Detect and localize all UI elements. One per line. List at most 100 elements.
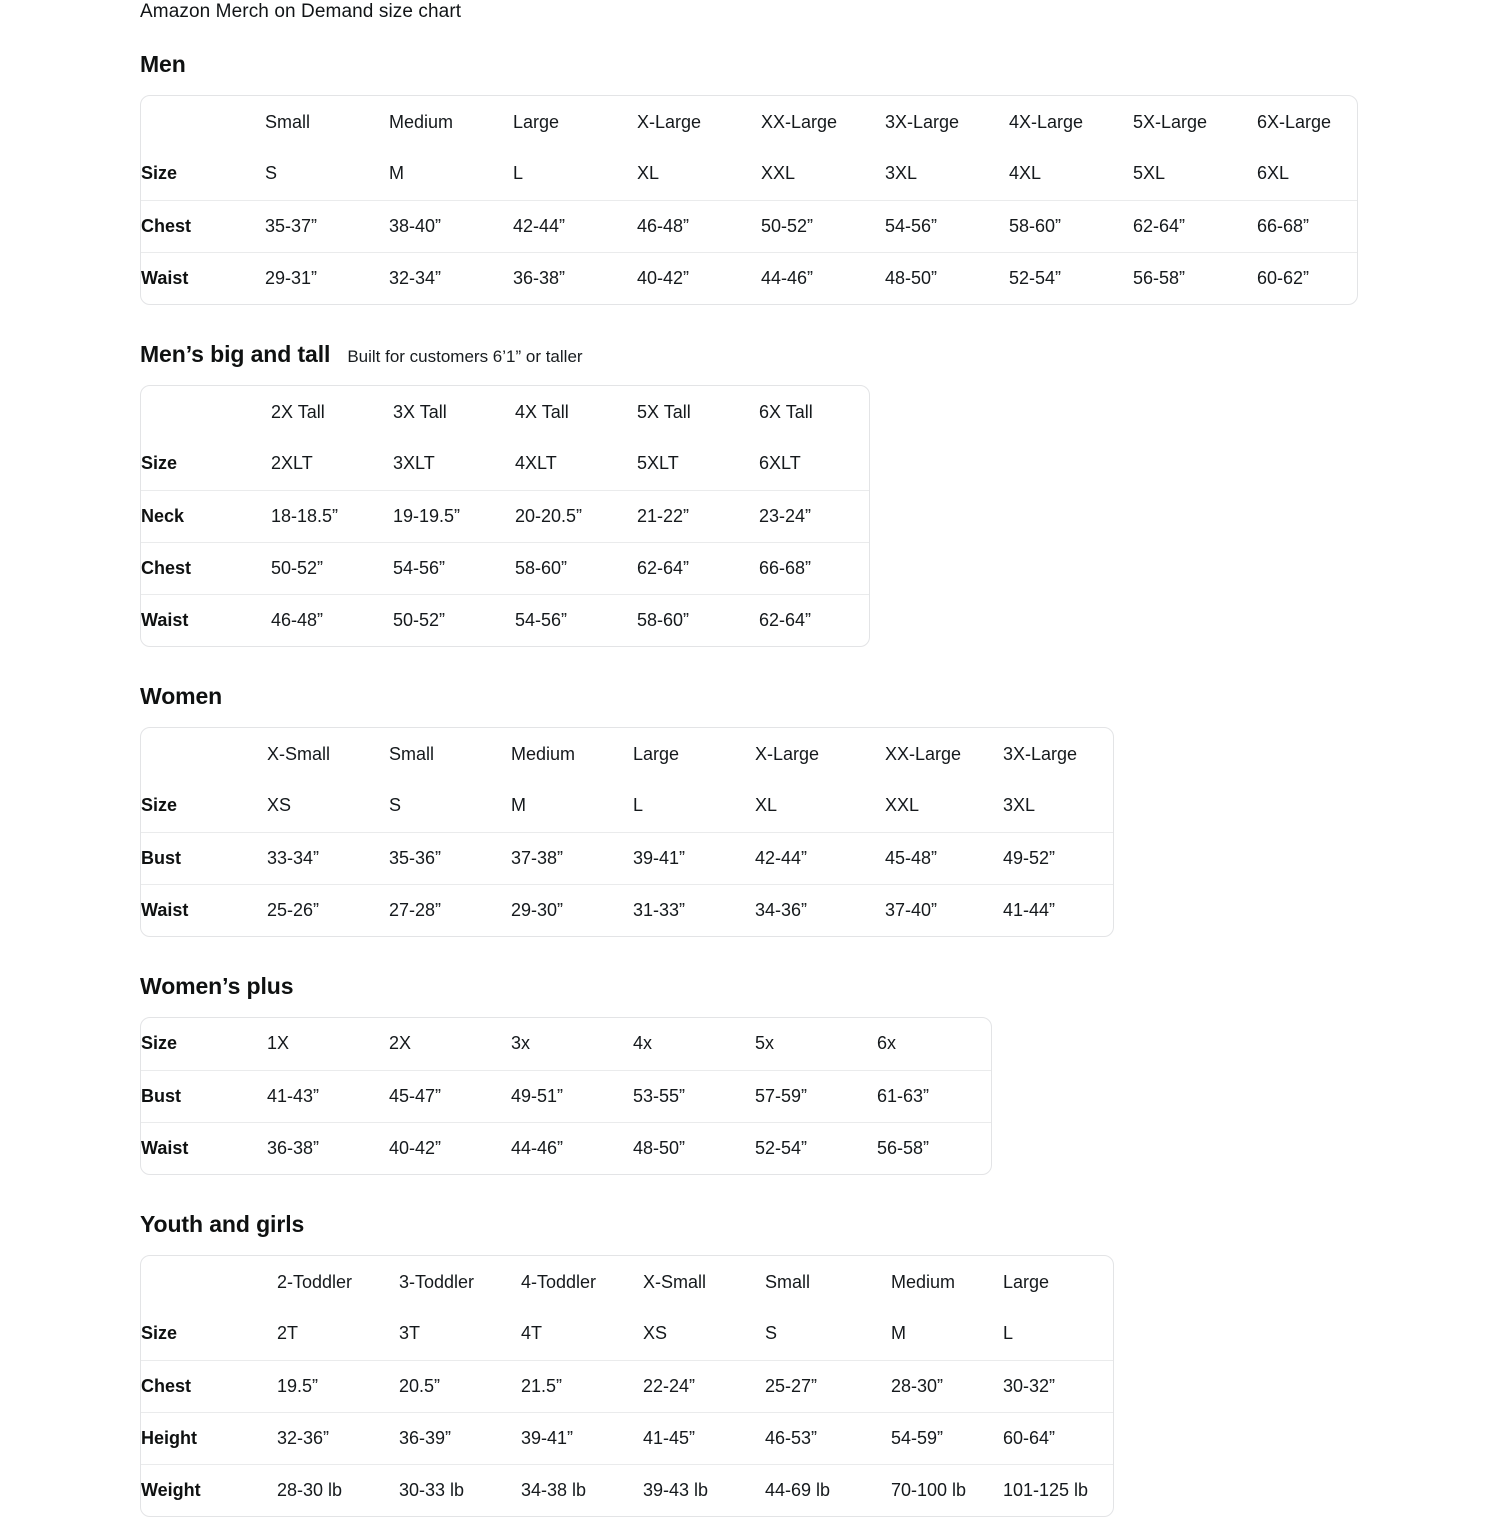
table-row: Waist 46-48” 50-52” 54-56” 58-60” 62-64” — [141, 593, 869, 646]
size-table-youth-and-girls: 2-Toddler 3-Toddler 4-Toddler X-Small Sm… — [141, 1256, 1113, 1516]
table-cell: 101-125 lb — [1003, 1463, 1113, 1516]
section-men: Men Small Medium Large X-Large X — [140, 51, 1499, 305]
table-cell: 48-50” — [885, 251, 1009, 304]
table-cell: 66-68” — [1257, 199, 1357, 252]
size-table-mens-big-and-tall: 2X Tall 3X Tall 4X Tall 5X Tall 6X Tall … — [141, 386, 869, 646]
table-cell: 39-41” — [633, 831, 755, 884]
table-cell: 25-27” — [765, 1359, 891, 1412]
column-header: XX-Large — [761, 111, 838, 132]
table-cell: S — [389, 795, 402, 816]
table-cell: 1X — [267, 1033, 290, 1054]
table-row: Chest 19.5” 20.5” 21.5” 22-24” 25-27” 28… — [141, 1359, 1113, 1412]
row-label: Weight — [141, 1463, 277, 1516]
table-cell: 46-48” — [271, 593, 393, 646]
table-row: Chest 35-37” 38-40” 42-44” 46-48” 50-52”… — [141, 199, 1357, 252]
table-womens-plus: Size 1X 2X 3x 4x 5x 6x Bust 41-43” 45-47… — [140, 1017, 992, 1175]
table-cell: 34-38 lb — [521, 1463, 643, 1516]
table-cell: 34-36” — [755, 883, 885, 936]
table-cell: 60-62” — [1257, 251, 1357, 304]
table-cell: 50-52” — [393, 593, 515, 646]
table-cell: 57-59” — [755, 1069, 877, 1122]
table-cell: 19.5” — [277, 1359, 399, 1412]
row-label: Size — [141, 1323, 178, 1344]
table-cell: 4XL — [1009, 163, 1042, 184]
table-cell: 20.5” — [399, 1359, 521, 1412]
table-cell: 41-45” — [643, 1411, 765, 1464]
column-header: 3X-Large — [1003, 743, 1078, 764]
table-cell: 36-38” — [267, 1121, 389, 1174]
column-header: X-Large — [637, 111, 702, 132]
column-header: Medium — [891, 1271, 956, 1292]
table-cell: 58-60” — [1009, 199, 1133, 252]
table-row: Neck 18-18.5” 19-19.5” 20-20.5” 21-22” 2… — [141, 489, 869, 542]
column-header: Medium — [389, 111, 454, 132]
column-header: 3X Tall — [393, 401, 447, 422]
column-header: 4X Tall — [515, 401, 569, 422]
row-label: Waist — [141, 1121, 267, 1174]
table-cell: 5x — [755, 1033, 775, 1054]
table-cell: M — [389, 163, 404, 184]
table-cell: 4T — [521, 1323, 543, 1344]
table-cell: 32-34” — [389, 251, 513, 304]
table-cell: 21-22” — [637, 489, 759, 542]
table-row: Size S M L XL XXL 3XL 4XL 5XL 6XL — [141, 148, 1357, 200]
table-header-row: 2-Toddler 3-Toddler 4-Toddler X-Small Sm… — [141, 1256, 1113, 1308]
table-cell: XXL — [885, 795, 920, 816]
table-cell: 3T — [399, 1323, 421, 1344]
table-cell: 37-40” — [885, 883, 1003, 936]
table-cell: 35-36” — [389, 831, 511, 884]
column-header: Large — [633, 743, 680, 764]
table-row: Weight 28-30 lb 30-33 lb 34-38 lb 39-43 … — [141, 1463, 1113, 1516]
table-cell: 21.5” — [521, 1359, 643, 1412]
table-cell: XXL — [761, 163, 796, 184]
corner-cell — [141, 1256, 277, 1308]
table-cell: 3x — [511, 1033, 531, 1054]
table-row: Waist 29-31” 32-34” 36-38” 40-42” 44-46”… — [141, 251, 1357, 304]
table-cell: 46-48” — [637, 199, 761, 252]
table-cell: 52-54” — [1009, 251, 1133, 304]
row-label: Size — [141, 1033, 178, 1054]
corner-cell — [141, 386, 271, 438]
table-cell: 40-42” — [389, 1121, 511, 1174]
table-row: Height 32-36” 36-39” 39-41” 41-45” 46-53… — [141, 1411, 1113, 1464]
table-cell: S — [765, 1323, 778, 1344]
table-cell: 58-60” — [637, 593, 759, 646]
table-cell: 61-63” — [877, 1069, 991, 1122]
column-header: Small — [389, 743, 435, 764]
table-cell: 49-51” — [511, 1069, 633, 1122]
column-header: 6X-Large — [1257, 111, 1332, 132]
row-label: Neck — [141, 489, 271, 542]
table-cell: 46-53” — [765, 1411, 891, 1464]
table-cell: 54-59” — [891, 1411, 1003, 1464]
section-title-men: Men — [140, 51, 186, 77]
row-label: Bust — [141, 831, 267, 884]
table-cell: 2X — [389, 1033, 412, 1054]
table-cell: 56-58” — [877, 1121, 991, 1174]
size-table-women: X-Small Small Medium Large X-Large XX-La… — [141, 728, 1113, 936]
table-cell: XL — [637, 163, 660, 184]
row-label: Chest — [141, 541, 271, 594]
table-mens-big-and-tall: 2X Tall 3X Tall 4X Tall 5X Tall 6X Tall … — [140, 385, 870, 647]
column-header: X-Large — [755, 743, 820, 764]
table-cell: 62-64” — [759, 593, 869, 646]
table-cell: 60-64” — [1003, 1411, 1113, 1464]
table-cell: 54-56” — [393, 541, 515, 594]
table-cell: 6XL — [1257, 163, 1290, 184]
column-header: X-Small — [643, 1271, 707, 1292]
table-cell: 50-52” — [761, 199, 885, 252]
table-cell: 56-58” — [1133, 251, 1257, 304]
section-title-mens-big-and-tall: Men’s big and tall — [140, 341, 331, 367]
row-label: Waist — [141, 593, 271, 646]
table-cell: 25-26” — [267, 883, 389, 936]
table-cell: 2XLT — [271, 453, 313, 474]
table-row: Waist 36-38” 40-42” 44-46” 48-50” 52-54”… — [141, 1121, 991, 1174]
table-header-row: Small Medium Large X-Large XX-Large 3X-L… — [141, 96, 1357, 148]
table-cell: 20-20.5” — [515, 489, 637, 542]
table-cell: 44-46” — [511, 1121, 633, 1174]
table-cell: 38-40” — [389, 199, 513, 252]
table-cell: 62-64” — [637, 541, 759, 594]
table-cell: 62-64” — [1133, 199, 1257, 252]
size-table-men: Small Medium Large X-Large XX-Large 3X-L… — [141, 96, 1357, 304]
column-header: Small — [765, 1271, 811, 1292]
table-cell: 70-100 lb — [891, 1463, 1003, 1516]
